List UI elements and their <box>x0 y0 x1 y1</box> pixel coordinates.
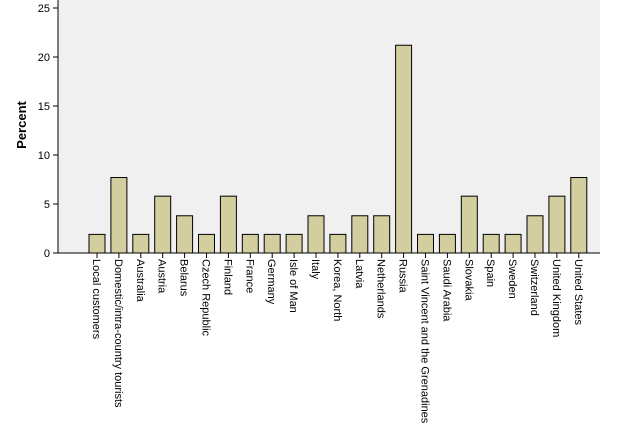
x-tick-label: Korea, North <box>331 259 343 321</box>
bar <box>176 215 194 254</box>
bar <box>526 215 544 254</box>
x-tick-label: United States <box>572 259 584 326</box>
bar <box>417 233 434 254</box>
x-tick-label: Domestic/intra-country tourists <box>112 259 124 408</box>
x-tick-label: Switzerland <box>528 259 540 316</box>
x-tick-label: France <box>243 259 255 293</box>
x-tick-label: Sweden <box>506 259 518 299</box>
bar <box>329 233 347 254</box>
x-tick-label: Czech Republic <box>200 259 212 337</box>
bar <box>198 233 215 254</box>
x-tick-label: Germany <box>265 259 277 305</box>
bar <box>438 233 456 254</box>
bar <box>110 177 128 254</box>
y-tick-label: 15 <box>38 101 50 113</box>
bar <box>373 215 391 254</box>
plot-area <box>58 0 600 253</box>
y-tick-label: 20 <box>38 52 50 64</box>
x-tick-label: Finland <box>221 259 233 295</box>
bar <box>154 195 172 254</box>
y-axis-label: Percent <box>14 100 29 148</box>
x-tick-label: Austria <box>156 259 168 294</box>
bar <box>219 195 237 254</box>
bar <box>395 44 413 254</box>
bar <box>548 195 566 254</box>
y-tick-label: 5 <box>44 199 50 211</box>
x-tick-label: United Kingdom <box>550 259 562 337</box>
bar <box>504 233 522 254</box>
x-tick-label: Latvia <box>353 259 365 289</box>
x-tick-label: Italy <box>309 259 321 280</box>
x-tick-label: Netherlands <box>375 259 387 319</box>
x-tick-label: Local customers <box>90 259 102 340</box>
bar <box>241 233 259 254</box>
bar <box>570 177 588 254</box>
x-tick-label: Australia <box>134 259 146 303</box>
bar <box>460 195 478 254</box>
y-tick-label: 10 <box>38 150 50 162</box>
x-tick-label: Isle of Man <box>287 259 299 313</box>
y-tick-label: 25 <box>38 3 50 15</box>
bar <box>88 233 106 254</box>
bar <box>285 233 303 254</box>
x-tick-label: Saudi Arabia <box>440 259 452 322</box>
x-tick-label: Saint Vincent and the Grenadines <box>419 259 431 424</box>
x-tick-label: Slovakia <box>462 259 474 301</box>
x-tick-label: Spain <box>484 259 496 287</box>
bar <box>263 233 281 254</box>
y-tick-label: 0 <box>44 248 50 260</box>
x-tick-label: Russia <box>397 259 409 294</box>
bar <box>351 215 369 254</box>
bar <box>132 233 150 254</box>
bar <box>482 233 500 254</box>
x-tick-label: Belarus <box>178 259 190 297</box>
bar <box>307 215 325 254</box>
